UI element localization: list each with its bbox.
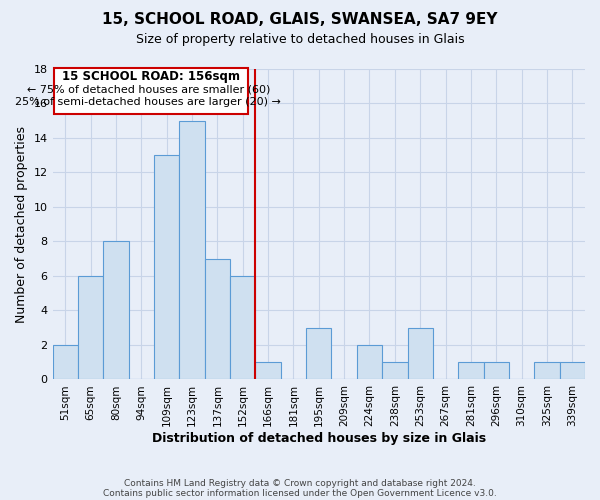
Text: Size of property relative to detached houses in Glais: Size of property relative to detached ho…: [136, 32, 464, 46]
Text: ← 75% of detached houses are smaller (60): ← 75% of detached houses are smaller (60…: [26, 84, 270, 94]
Bar: [407, 328, 433, 380]
Text: Contains public sector information licensed under the Open Government Licence v3: Contains public sector information licen…: [103, 488, 497, 498]
Bar: [78, 276, 103, 380]
Bar: [230, 276, 256, 380]
Bar: [179, 120, 205, 380]
Bar: [458, 362, 484, 380]
Bar: [534, 362, 560, 380]
Bar: [382, 362, 407, 380]
Bar: [306, 328, 331, 380]
Bar: [154, 155, 179, 380]
Bar: [560, 362, 585, 380]
FancyBboxPatch shape: [54, 68, 248, 114]
Text: 15, SCHOOL ROAD, GLAIS, SWANSEA, SA7 9EY: 15, SCHOOL ROAD, GLAIS, SWANSEA, SA7 9EY: [102, 12, 498, 28]
Text: 25% of semi-detached houses are larger (20) →: 25% of semi-detached houses are larger (…: [16, 97, 281, 107]
Y-axis label: Number of detached properties: Number of detached properties: [15, 126, 28, 322]
Bar: [256, 362, 281, 380]
Bar: [357, 345, 382, 380]
Text: Contains HM Land Registry data © Crown copyright and database right 2024.: Contains HM Land Registry data © Crown c…: [124, 478, 476, 488]
Text: 15 SCHOOL ROAD: 156sqm: 15 SCHOOL ROAD: 156sqm: [62, 70, 240, 84]
Bar: [103, 242, 128, 380]
Bar: [205, 258, 230, 380]
X-axis label: Distribution of detached houses by size in Glais: Distribution of detached houses by size …: [152, 432, 486, 445]
Bar: [53, 345, 78, 380]
Bar: [484, 362, 509, 380]
